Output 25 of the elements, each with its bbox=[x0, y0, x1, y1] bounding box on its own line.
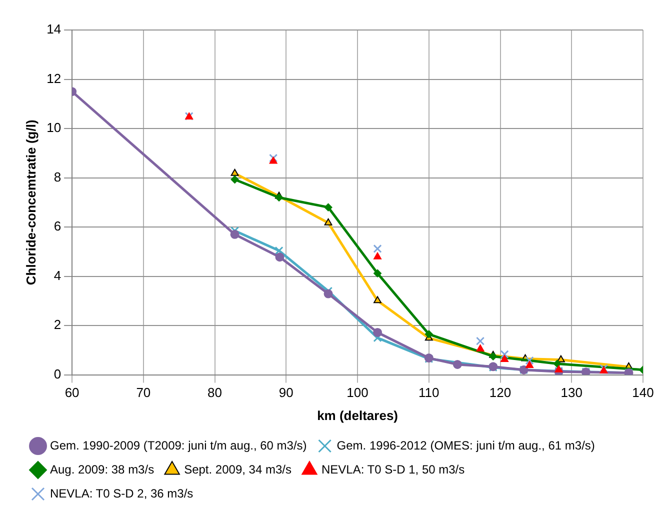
x-tick-label: 140 bbox=[632, 385, 654, 400]
y-tick-label: 10 bbox=[46, 120, 62, 136]
x-tick-label: 90 bbox=[278, 385, 294, 400]
y-tick-label: 8 bbox=[54, 169, 62, 184]
x-tick-label: 130 bbox=[560, 385, 582, 400]
x-tick-label: 110 bbox=[418, 385, 440, 400]
x-tick-label: 80 bbox=[208, 385, 222, 400]
y-tick-label: 14 bbox=[46, 22, 62, 37]
x-tick-label: 120 bbox=[489, 385, 512, 400]
x-axis-title: km (deltares) bbox=[317, 408, 398, 423]
legend-label: Sept. 2009, 34 m3/s bbox=[184, 462, 292, 476]
legend-label: Aug. 2009: 38 m3/s bbox=[50, 462, 154, 476]
y-tick-label: 6 bbox=[54, 218, 62, 234]
x-tick-label: 70 bbox=[136, 385, 151, 400]
y-tick-label: 0 bbox=[54, 366, 62, 382]
y-tick-label: 2 bbox=[54, 317, 62, 332]
x-tick-label: 100 bbox=[346, 385, 368, 400]
legend-label: Gem. 1996-2012 (OMES: juni t/m aug., 61 m3/s) bbox=[336, 438, 595, 452]
legend-label: NEVLA: T0 S-D 1, 50 m3/s bbox=[321, 462, 465, 476]
legend-label: NEVLA: T0 S-D 2, 36 m3/s bbox=[50, 486, 194, 500]
y-axis-title: Chloride-concemtratie (g/l) bbox=[23, 120, 38, 286]
legend-label: Gem. 1990-2009 (T2009: juni t/m aug., 60 m3/s) bbox=[50, 438, 307, 452]
y-tick-label: 4 bbox=[54, 268, 62, 283]
x-tick-label: 60 bbox=[64, 385, 80, 400]
y-tick-label: 12 bbox=[46, 70, 62, 86]
